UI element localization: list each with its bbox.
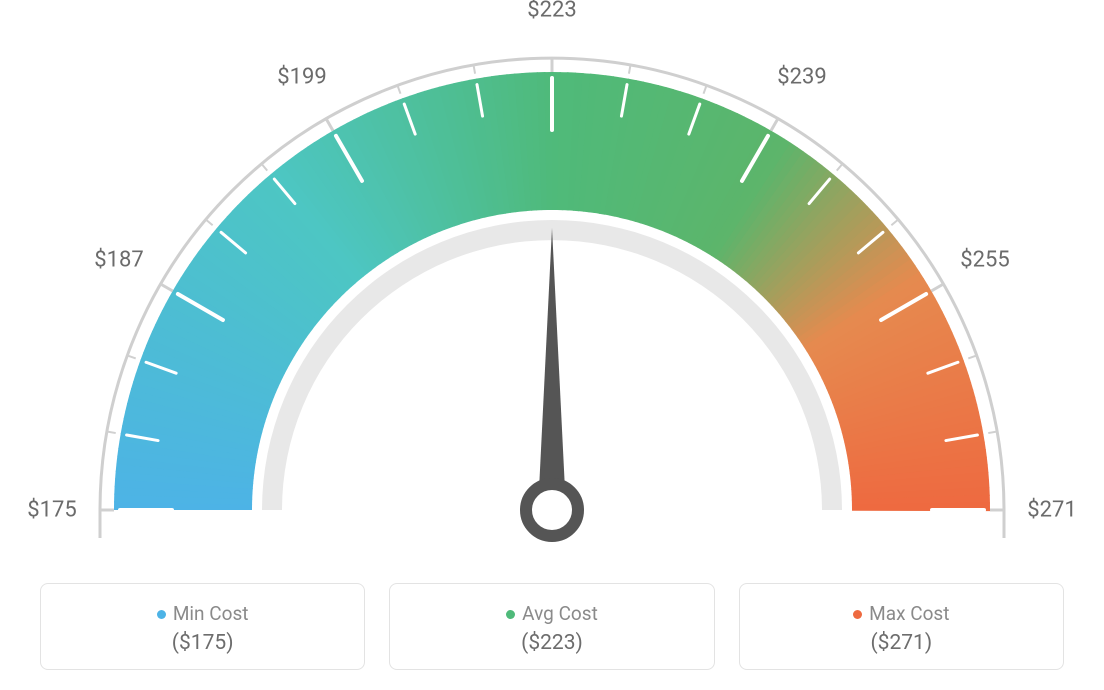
legend-label-text: Min Cost (173, 602, 249, 625)
legend-card-min: Min Cost ($175) (40, 583, 365, 670)
legend-dot-max (853, 610, 862, 619)
gauge-chart: $175 $187 $199 $223 $239 $255 $271 (0, 0, 1104, 560)
legend-dot-avg (506, 610, 515, 619)
legend-label-text: Max Cost (869, 602, 949, 625)
gauge-tick-label: $223 (527, 0, 576, 23)
legend-dot-min (157, 610, 166, 619)
gauge-tick-label: $199 (277, 64, 326, 89)
gauge-tick-label: $175 (27, 498, 76, 523)
legend-card-max: Max Cost ($271) (739, 583, 1064, 670)
gauge-tick-label: $187 (94, 248, 143, 273)
gauge-tick-label: $255 (960, 248, 1009, 273)
legend-label: Max Cost (750, 602, 1053, 625)
legend-row: Min Cost ($175) Avg Cost ($223) Max Cost… (40, 583, 1064, 670)
gauge-svg (0, 0, 1104, 560)
legend-value: ($271) (750, 631, 1053, 655)
legend-label-text: Avg Cost (522, 602, 598, 625)
legend-value: ($175) (51, 631, 354, 655)
legend-label: Avg Cost (400, 602, 703, 625)
legend-label: Min Cost (51, 602, 354, 625)
gauge-tick-label: $239 (777, 64, 826, 89)
legend-value: ($223) (400, 631, 703, 655)
gauge-tick-label: $271 (1027, 498, 1076, 523)
legend-card-avg: Avg Cost ($223) (389, 583, 714, 670)
